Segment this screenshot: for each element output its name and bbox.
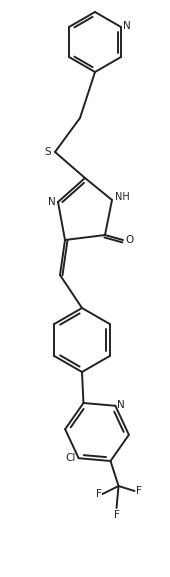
Text: N: N — [117, 400, 125, 410]
Text: S: S — [44, 147, 51, 157]
Text: Cl: Cl — [65, 453, 76, 463]
Text: N: N — [48, 197, 56, 207]
Text: O: O — [125, 235, 133, 245]
Text: NH: NH — [115, 192, 130, 202]
Text: F: F — [114, 510, 120, 520]
Text: F: F — [96, 489, 101, 499]
Text: N: N — [123, 21, 131, 31]
Text: F: F — [135, 486, 141, 496]
